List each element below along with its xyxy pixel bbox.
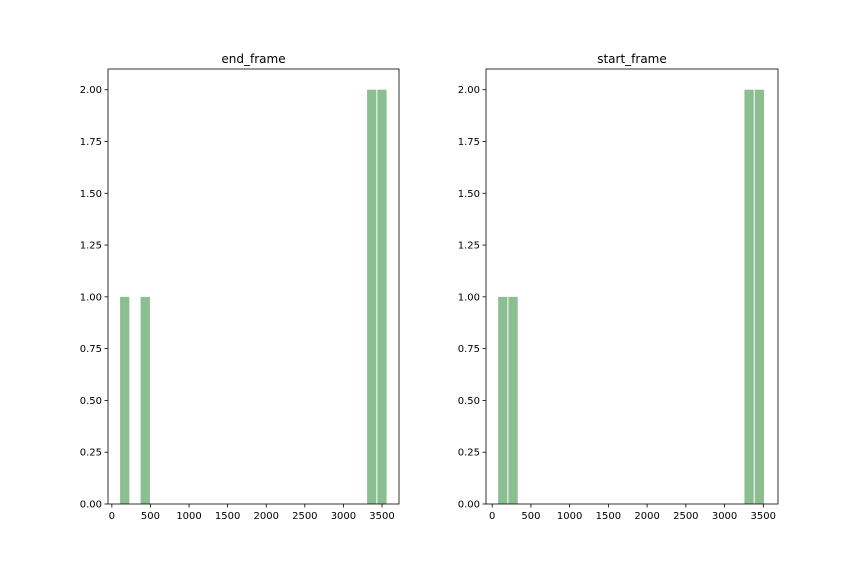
y-tick-label: 0.75 (80, 344, 102, 355)
histogram-bar (755, 90, 764, 504)
histogram-bar (498, 297, 507, 504)
x-tick-label: 2500 (673, 511, 698, 522)
x-tick-label: 1000 (557, 511, 582, 522)
x-tick-label: 3500 (751, 511, 776, 522)
x-tick-label: 0 (489, 511, 495, 522)
x-tick-label: 1000 (176, 511, 201, 522)
y-tick-label: 1.50 (458, 189, 480, 200)
y-tick-label: 2.00 (458, 85, 480, 96)
y-tick-label: 0.50 (458, 396, 480, 407)
x-tick-label: 3500 (369, 511, 394, 522)
x-tick-label: 2500 (292, 511, 317, 522)
y-tick-label: 0.25 (80, 448, 102, 459)
x-tick-label: 3000 (712, 511, 737, 522)
y-tick-label: 1.75 (458, 137, 480, 148)
histogram-bar (377, 90, 386, 504)
y-tick-label: 0.00 (458, 500, 480, 511)
x-tick-label: 500 (141, 511, 160, 522)
histogram-bar (141, 297, 150, 504)
y-tick-label: 1.00 (80, 292, 102, 303)
y-tick-label: 1.50 (80, 189, 102, 200)
y-tick-label: 0.25 (458, 448, 480, 459)
y-tick-label: 1.25 (80, 241, 102, 252)
y-tick-label: 1.00 (458, 292, 480, 303)
histogram-bar (744, 90, 753, 504)
chart-title: end_frame (221, 52, 285, 66)
y-tick-label: 0.50 (80, 396, 102, 407)
y-tick-label: 1.25 (458, 241, 480, 252)
x-tick-label: 1500 (596, 511, 621, 522)
y-tick-label: 0.00 (80, 500, 102, 511)
y-tick-label: 0.75 (458, 344, 480, 355)
x-tick-label: 2000 (254, 511, 279, 522)
x-tick-label: 500 (521, 511, 540, 522)
y-tick-label: 1.75 (80, 137, 102, 148)
y-tick-label: 2.00 (80, 85, 102, 96)
histogram-bar (508, 297, 517, 504)
chart-title: start_frame (597, 52, 667, 66)
x-tick-label: 3000 (331, 511, 356, 522)
histogram-bar (120, 297, 129, 504)
histogram-bar (367, 90, 376, 504)
x-tick-label: 1500 (215, 511, 240, 522)
x-tick-label: 0 (109, 511, 115, 522)
x-tick-label: 2000 (634, 511, 659, 522)
